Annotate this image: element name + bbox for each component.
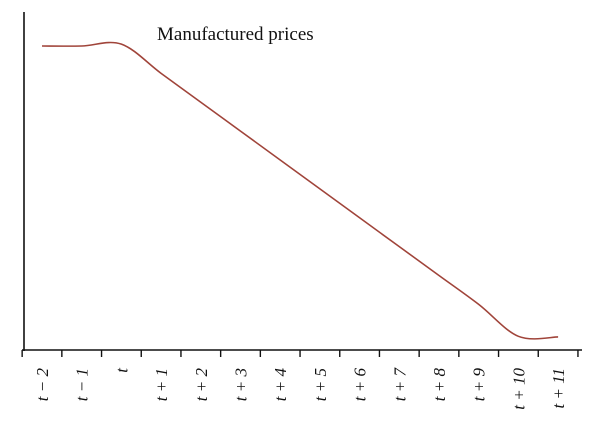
x-tick-label: t + 7: [390, 367, 409, 402]
x-tick-label: t + 10: [509, 368, 528, 410]
x-tick-label: t + 8: [430, 368, 449, 402]
x-tick-label: t + 6: [351, 368, 370, 402]
x-tick-label: t + 2: [192, 368, 211, 402]
x-tick-labels: t − 2 t − 1 t t + 1 t + 2 t + 3 t + 4 t + 5 t + …: [33, 367, 568, 410]
chart-title: Manufactured prices: [157, 24, 314, 45]
x-tick-label: t + 5: [311, 368, 330, 401]
x-tick-label: t + 1: [152, 368, 171, 401]
x-tick-label: t + 4: [271, 368, 290, 402]
x-tick-label: t + 11: [549, 368, 568, 408]
x-tick-label: t + 9: [470, 368, 489, 402]
x-tick-label: t + 3: [232, 368, 251, 401]
x-tick-label: t − 1: [73, 368, 92, 401]
series-line: [41, 41, 559, 340]
x-ticks: [21, 350, 579, 357]
x-tick-label: t: [112, 367, 131, 373]
x-tick-label: t − 2: [33, 368, 52, 402]
